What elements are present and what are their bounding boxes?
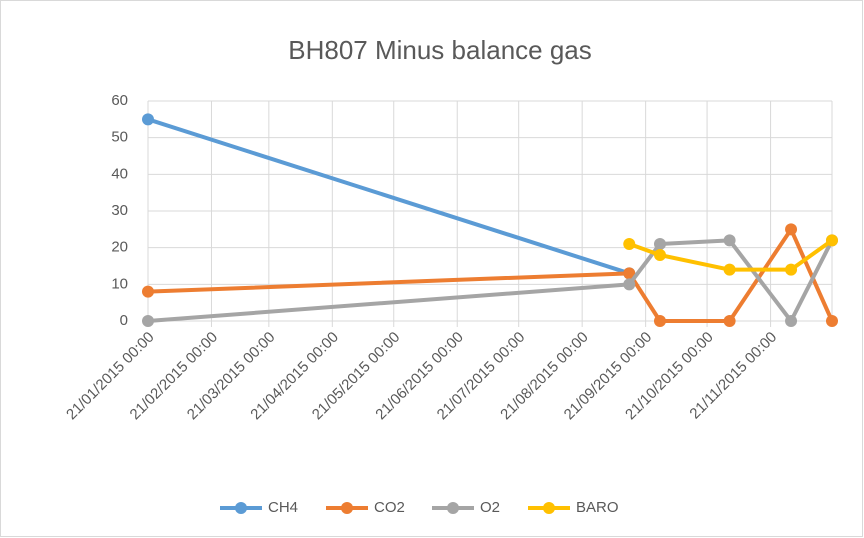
y-tick-label: 0 (120, 312, 128, 329)
y-tick-label: 40 (111, 165, 128, 182)
series-line (147, 117, 630, 276)
legend-label: CH4 (268, 499, 298, 516)
y-tick-label: 30 (111, 202, 128, 219)
data-point (723, 263, 736, 276)
series-line (147, 238, 834, 323)
data-point (142, 285, 154, 298)
data-point (826, 315, 838, 327)
data-point (785, 315, 798, 327)
data-point (826, 234, 838, 247)
legend-marker (341, 502, 353, 514)
legend-marker (235, 502, 247, 514)
legend-item: CH4 (220, 499, 298, 516)
data-point (142, 113, 154, 126)
chart-title: BH807 Minus balance gas (288, 35, 592, 65)
data-point (653, 249, 666, 261)
y-tick-label: 10 (111, 275, 128, 292)
y-tick-label: 60 (111, 92, 128, 109)
legend-label: BARO (576, 499, 619, 516)
legend-item: O2 (432, 499, 500, 516)
y-tick-label: 20 (111, 239, 128, 256)
data-point (653, 315, 666, 327)
series-line (147, 227, 834, 323)
legend-marker (543, 502, 555, 514)
data-point (623, 267, 636, 280)
legend-item: CO2 (326, 499, 405, 516)
data-point (785, 223, 798, 236)
legend-label: O2 (480, 499, 500, 516)
legend-label: CO2 (374, 499, 405, 516)
data-point (723, 315, 736, 327)
y-tick-label: 50 (111, 129, 128, 146)
data-point (623, 238, 636, 250)
data-point (653, 238, 666, 250)
data-point (723, 234, 736, 247)
legend-item: BARO (528, 499, 619, 516)
data-point (142, 315, 154, 327)
data-point (785, 263, 798, 276)
data-point (623, 278, 636, 291)
legend-marker (447, 502, 459, 514)
